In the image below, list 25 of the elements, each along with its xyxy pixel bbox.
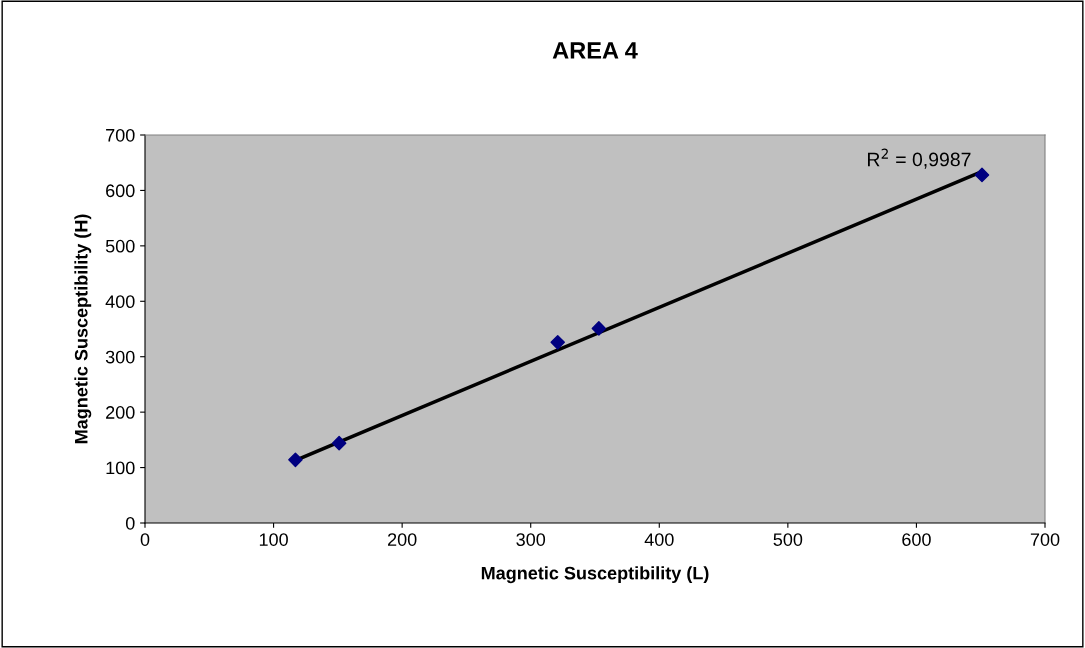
x-tick-label: 400: [644, 533, 674, 546]
x-tick-label: 700: [1030, 533, 1060, 546]
point: [288, 452, 303, 468]
y-tick-label: 400: [105, 295, 135, 309]
point: [550, 335, 565, 350]
annotation: R$^{2}$ = 0,9987: [868, 148, 971, 169]
x-tick-label: 0: [140, 533, 150, 546]
x-tick-label: 100: [259, 533, 288, 546]
x-tick-label: 600: [902, 533, 931, 546]
y-tick-label: 0: [125, 516, 135, 530]
x-tick-label: 500: [773, 533, 803, 546]
point: [331, 435, 347, 451]
x-tick-label: 300: [516, 533, 546, 546]
chart-title: AREA 4: [552, 42, 638, 59]
y-tick-label: 200: [106, 406, 135, 419]
point: [591, 321, 607, 336]
x-tick-label: 200: [387, 533, 417, 546]
y-axis-title: Magnetic Susceptibility (H): [74, 214, 92, 444]
y-tick-label: 300: [105, 350, 135, 364]
y-tick-label: 100: [106, 461, 135, 475]
y-tick-label: 500: [105, 239, 135, 253]
y-tick-label: 600: [106, 184, 135, 198]
point: [974, 167, 990, 183]
y-tick-label: 700: [106, 128, 135, 142]
x-axis-title: Magnetic Susceptibility (L): [481, 566, 709, 584]
